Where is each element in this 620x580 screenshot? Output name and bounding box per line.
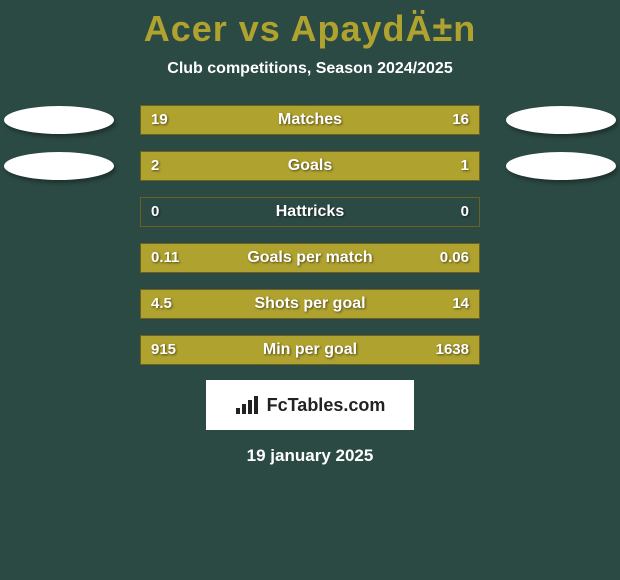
- player-oval-right: [506, 106, 616, 134]
- bar-track: 21Goals: [140, 151, 480, 181]
- subtitle: Club competitions, Season 2024/2025: [0, 60, 620, 78]
- player-oval-left: [4, 106, 114, 134]
- bar-track: 0.110.06Goals per match: [140, 243, 480, 273]
- bar-fill-left: [141, 244, 361, 272]
- player-oval-right: [506, 152, 616, 180]
- page-title: Acer vs ApaydÄ±n: [0, 0, 620, 50]
- source-logo: FcTables.com: [206, 380, 414, 430]
- bar-track: 0 0Hattricks: [140, 197, 480, 227]
- stat-row: 0.110.06Goals per match: [0, 242, 620, 274]
- bar-fill-left: [141, 106, 324, 134]
- value-right: 0: [461, 203, 469, 220]
- stat-row: 4.514Shots per goal: [0, 288, 620, 320]
- date-text: 19 january 2025: [0, 446, 620, 466]
- bar-track: 9151638Min per goal: [140, 335, 480, 365]
- stat-row: 9151638Min per goal: [0, 334, 620, 366]
- bar-fill-left: [141, 336, 263, 364]
- comparison-bars: 1916Matches 21Goals 0 0Hattricks 0.110.06Goa…: [0, 104, 620, 366]
- bar-fill-left: [141, 290, 222, 318]
- bar-fill-right: [324, 106, 479, 134]
- bar-track: 4.514Shots per goal: [140, 289, 480, 319]
- bar-fill-right: [263, 336, 479, 364]
- stat-row: 21Goals: [0, 150, 620, 182]
- bars-icon: [235, 394, 261, 416]
- bar-fill-right: [367, 152, 479, 180]
- value-left: 0: [151, 203, 159, 220]
- bar-track: 1916Matches: [140, 105, 480, 135]
- player-oval-left: [4, 152, 114, 180]
- stat-row: 1916Matches: [0, 104, 620, 136]
- stat-label: Hattricks: [141, 203, 479, 221]
- logo-text: FcTables.com: [267, 395, 386, 416]
- bar-fill-right: [222, 290, 479, 318]
- stat-row: 0 0Hattricks: [0, 196, 620, 228]
- bar-fill-right: [361, 244, 479, 272]
- bar-fill-left: [141, 152, 367, 180]
